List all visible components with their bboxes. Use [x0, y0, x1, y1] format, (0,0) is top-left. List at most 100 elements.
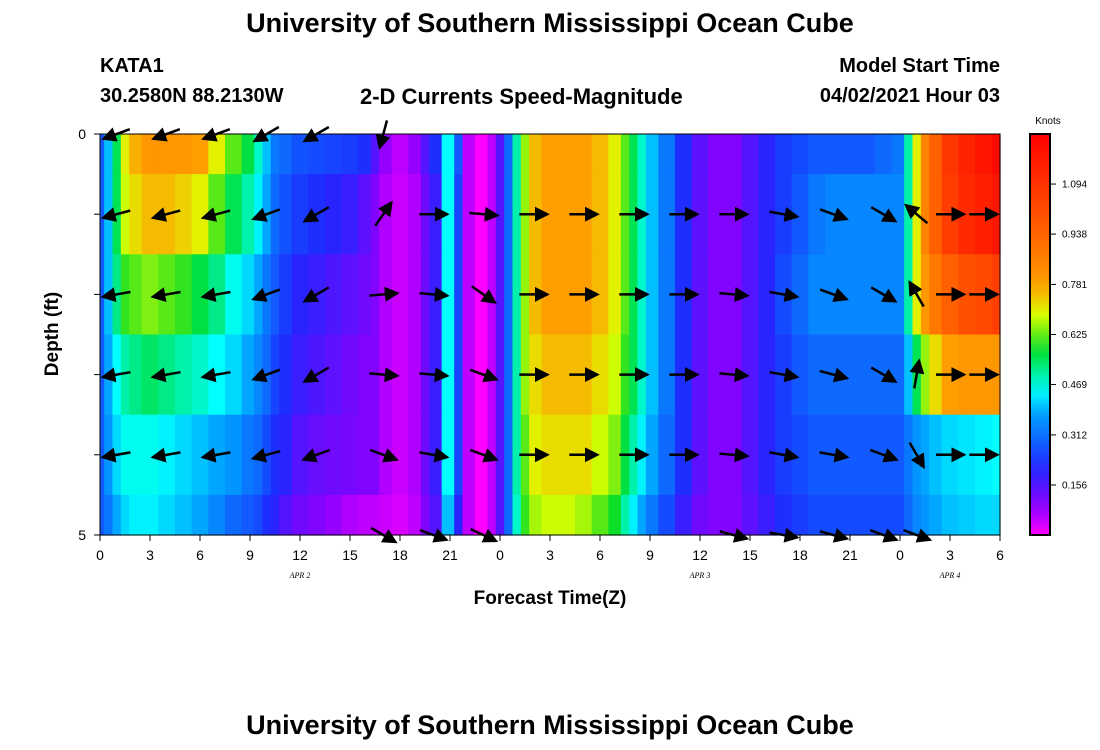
x-tick-label: 3 [946, 547, 954, 563]
heatmap-cell [358, 134, 372, 175]
heatmap-cell [175, 334, 193, 416]
heatmap-cell [279, 134, 293, 175]
heatmap-cell [529, 494, 543, 536]
heatmap-cell [658, 174, 676, 255]
heatmap-cell [291, 134, 309, 175]
current-arrow [369, 448, 399, 463]
heatmap-cell [558, 134, 576, 175]
heatmap-cell [541, 494, 559, 536]
heatmap-cell [270, 134, 280, 175]
heatmap-cell [462, 134, 476, 175]
heatmap-cell [708, 334, 726, 416]
heatmap-cell [708, 254, 726, 336]
current-arrow [819, 447, 850, 463]
heatmap-cell [904, 414, 914, 496]
heatmap-cell [279, 254, 293, 336]
heatmap-cell [370, 174, 380, 255]
heatmap-cell [575, 494, 593, 536]
heatmap-cell [462, 254, 476, 336]
heatmap-cell [429, 134, 443, 175]
colorbar [1029, 133, 1051, 536]
heatmap-cell [291, 334, 309, 416]
heatmap-cell [991, 494, 1001, 536]
heatmap-cell [141, 174, 159, 255]
heatmap-cell [808, 334, 826, 416]
heatmap-cell [208, 494, 226, 536]
heatmap-cell [591, 134, 609, 175]
heatmap-cell [941, 494, 959, 536]
current-arrow [100, 287, 131, 303]
heatmap-cell [462, 334, 476, 416]
heatmap-cell [475, 134, 489, 175]
heatmap-cell [708, 134, 726, 175]
heatmap-cell [875, 134, 893, 175]
heatmap-cell [504, 334, 514, 416]
heatmap-cell [429, 494, 443, 536]
heatmap-cell [454, 494, 464, 536]
heatmap-cell [708, 494, 726, 536]
heatmap-cell [929, 334, 943, 416]
heatmap-cell [608, 334, 622, 416]
heatmap-cell [358, 254, 372, 336]
heatmap-cell [291, 174, 309, 255]
x-axis-label: Forecast Time(Z) [474, 588, 627, 609]
heatmap-cell [175, 254, 193, 336]
heatmap-cell [308, 134, 326, 175]
current-arrow [469, 368, 499, 383]
x-tick-label: 12 [692, 547, 708, 563]
current-arrow [870, 366, 898, 383]
heatmap-cell [808, 414, 826, 496]
heatmap-cell [254, 174, 264, 255]
heatmap-cell [891, 414, 905, 496]
heatmap-cell [495, 174, 505, 255]
heatmap-cell [629, 134, 639, 175]
heatmap-cell [241, 134, 255, 175]
heatmap-cell [504, 134, 514, 175]
date-label: APR 3 [689, 571, 711, 580]
heatmap-cell [541, 134, 559, 175]
heatmap-cell [120, 134, 130, 175]
x-tick-label: 0 [96, 547, 104, 563]
page-title: University of Southern Mississippi Ocean… [246, 8, 854, 38]
heatmap-cell [558, 174, 576, 255]
current-arrow [150, 447, 181, 463]
current-arrow [469, 206, 500, 222]
current-arrow [200, 447, 231, 463]
heatmap-cell [120, 334, 130, 416]
heatmap-cell [279, 334, 293, 416]
heatmap-cell [541, 254, 559, 336]
heatmap-cell [262, 134, 272, 175]
heatmap-cell [912, 134, 922, 175]
heatmap-cell [904, 334, 914, 416]
heatmap-cell [775, 494, 793, 536]
heatmap-cell [841, 174, 859, 255]
heatmap-cell [941, 134, 959, 175]
heatmap-cell [270, 494, 280, 536]
heatmap-cell [225, 414, 243, 496]
heatmap-cell [608, 134, 622, 175]
heatmap-cell [129, 174, 143, 255]
heatmap-cell [875, 494, 893, 536]
heatmap-cell [841, 134, 859, 175]
heatmap-cell [441, 414, 455, 496]
colorbar-tick-label: 0.938 [1062, 230, 1087, 241]
y-tick-label: 0 [78, 126, 86, 142]
heatmap-cell [175, 494, 193, 536]
current-arrow [301, 448, 331, 463]
y-axis-label: Depth (ft) [42, 292, 63, 376]
heatmap-cells [100, 134, 1001, 536]
heatmap-cell [958, 414, 976, 496]
heatmap-cell [100, 174, 105, 255]
current-arrow [369, 367, 400, 383]
heatmap-cell [408, 414, 422, 496]
heatmap-cell [512, 254, 522, 336]
heatmap-cell [691, 494, 709, 536]
x-tick-label: 6 [596, 547, 604, 563]
heatmap-cell [279, 174, 293, 255]
model-start-label: Model Start Time [839, 55, 1000, 77]
heatmap-cell [504, 254, 514, 336]
colorbar-tick-label: 0.312 [1062, 430, 1087, 441]
heatmap-cell [358, 174, 372, 255]
current-arrow [200, 207, 231, 222]
x-tick-label: 3 [146, 547, 154, 563]
